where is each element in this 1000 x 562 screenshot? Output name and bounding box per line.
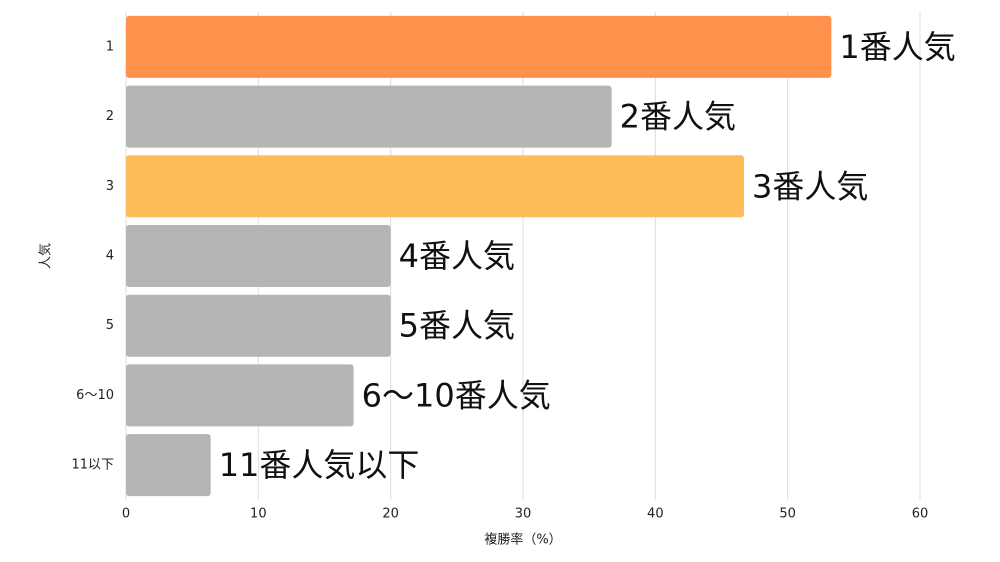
bar-label: 2番人気	[620, 98, 736, 136]
x-tick-label: 60	[912, 507, 929, 522]
bar-label: 1番人気	[839, 28, 955, 66]
y-axis-label: 人気	[38, 243, 54, 269]
x-tick-label: 50	[779, 507, 796, 522]
y-tick-label: 4	[106, 249, 114, 264]
bar-label: 6〜10番人気	[362, 376, 551, 414]
y-tick-label: 5	[106, 318, 114, 333]
bar	[126, 434, 211, 497]
x-axis-label: 複勝率（%）	[484, 532, 561, 548]
x-tick-label: 20	[382, 507, 399, 522]
x-tick-label: 0	[122, 507, 130, 522]
y-tick-label: 1	[106, 39, 114, 54]
x-tick-label: 30	[515, 507, 532, 522]
bar	[126, 155, 744, 218]
y-tick-label: 2	[106, 109, 114, 124]
bar-label: 4番人気	[399, 237, 515, 275]
bar	[126, 15, 832, 78]
x-tick-label: 40	[647, 507, 664, 522]
y-tick-label: 11以下	[71, 458, 114, 473]
y-tick-label: 6〜10	[76, 388, 114, 403]
bar-label: 5番人気	[399, 307, 515, 345]
bar-label: 11番人気以下	[219, 446, 420, 484]
y-tick-label: 3	[106, 179, 114, 194]
bar	[126, 225, 391, 287]
bar	[126, 85, 612, 148]
bar	[126, 364, 354, 427]
bar	[126, 294, 391, 357]
x-tick-label: 10	[250, 507, 267, 522]
bar-label: 3番人気	[752, 167, 868, 205]
